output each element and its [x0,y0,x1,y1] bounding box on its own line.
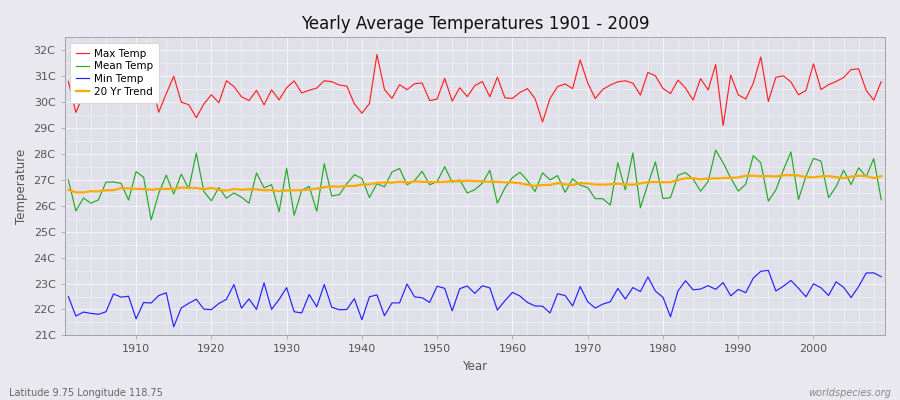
Max Temp [334,83,345,88]
Min Temp [341,307,352,312]
20 Yr Trend [876,174,886,178]
20 Yr Trend [515,181,526,186]
Mean Temp [123,198,134,202]
Text: Latitude 9.75 Longitude 118.75: Latitude 9.75 Longitude 118.75 [9,388,163,398]
Title: Yearly Average Temperatures 1901 - 2009: Yearly Average Temperatures 1901 - 2009 [301,15,649,33]
Max Temp [605,83,616,88]
Line: 20 Yr Trend: 20 Yr Trend [68,175,881,192]
Mean Temp [876,197,886,202]
20 Yr Trend [341,184,352,188]
Min Temp [168,324,179,329]
Line: Max Temp: Max Temp [68,54,881,126]
Mean Temp [146,218,157,222]
Mean Temp [296,188,307,193]
Mean Temp [63,178,74,182]
Max Temp [289,78,300,83]
Min Temp [515,294,526,298]
Line: Mean Temp: Mean Temp [68,150,881,220]
20 Yr Trend [78,190,89,195]
20 Yr Trend [507,180,517,185]
20 Yr Trend [130,186,141,191]
Max Temp [507,96,517,101]
Max Temp [718,123,729,128]
Y-axis label: Temperature: Temperature [15,149,28,224]
Min Temp [605,299,616,304]
X-axis label: Year: Year [463,360,488,373]
Min Temp [507,290,517,295]
Max Temp [123,89,134,94]
Line: Min Temp: Min Temp [68,270,881,327]
Text: worldspecies.org: worldspecies.org [808,388,891,398]
20 Yr Trend [786,173,796,178]
Mean Temp [605,203,616,208]
Min Temp [123,294,134,299]
Mean Temp [515,170,526,175]
Mean Temp [507,175,517,180]
Min Temp [763,268,774,273]
Max Temp [515,90,526,95]
20 Yr Trend [296,188,307,192]
Legend: Max Temp, Mean Temp, Min Temp, 20 Yr Trend: Max Temp, Mean Temp, Min Temp, 20 Yr Tre… [70,42,159,103]
Mean Temp [710,148,721,152]
Max Temp [63,79,74,84]
Min Temp [296,310,307,315]
Min Temp [876,274,886,279]
20 Yr Trend [605,182,616,187]
Max Temp [876,79,886,84]
Min Temp [63,294,74,299]
Max Temp [372,52,382,57]
Mean Temp [341,181,352,186]
20 Yr Trend [63,188,74,192]
